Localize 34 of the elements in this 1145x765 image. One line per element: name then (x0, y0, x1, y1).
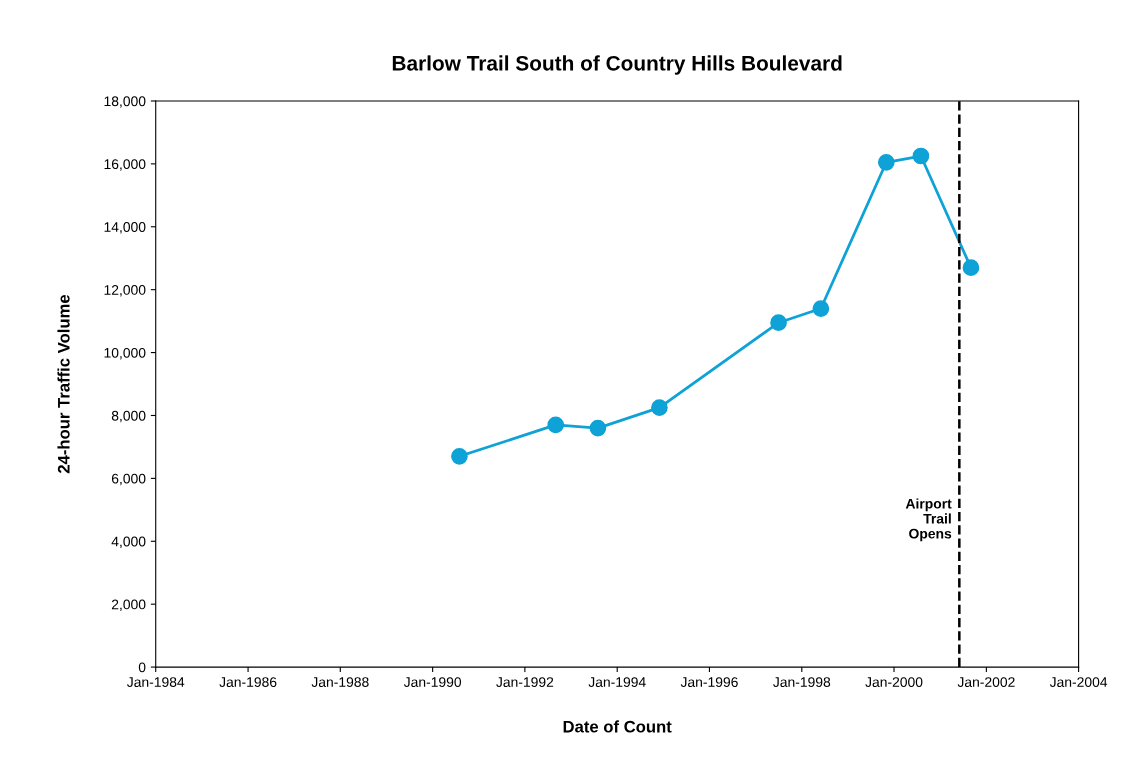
x-tick-label: Jan-1990 (403, 677, 462, 687)
x-tick-label: Jan-1992 (496, 677, 554, 687)
point (912, 147, 930, 165)
x-tick-label: Jan-1988 (311, 677, 369, 687)
x-tick-label: Jan-2004 (1049, 677, 1108, 687)
y-tick-label: 18,000 (104, 96, 146, 108)
x-tick-label: Jan-1986 (219, 677, 277, 687)
y-tick-label: 12,000 (104, 285, 146, 297)
point (812, 300, 830, 317)
x-tick-label: Jan-1996 (680, 677, 738, 687)
point (651, 399, 668, 416)
x-tick-label: Jan-1984 (126, 677, 185, 687)
y-tick-label: 6,000 (111, 473, 146, 486)
point (877, 153, 895, 171)
y-tick-label: 4,000 (111, 536, 146, 549)
y-tick-label: 16,000 (104, 159, 146, 171)
y-tick-label: 14,000 (104, 222, 146, 234)
y-axis-title: 24-hour Traffic Volume (57, 294, 70, 474)
y-tick-label: 0 (138, 662, 146, 673)
ref-line-label: Airport Trail Opens (905, 498, 952, 542)
chart-title: Barlow Trail South of Country Hills Boulevard (392, 55, 842, 75)
point (770, 314, 787, 332)
y-tick-label: 8,000 (111, 410, 146, 423)
x-axis-title: Date of Count (563, 720, 672, 733)
point (451, 448, 468, 465)
x-tick-label: Jan-1998 (773, 677, 831, 687)
x-tick-label: Jan-1994 (588, 677, 646, 687)
x-tick-label: Jan-2002 (957, 677, 1015, 687)
y-tick-label: 2,000 (111, 599, 146, 611)
x-tick-label: Jan-2000 (865, 677, 923, 687)
point (962, 259, 980, 276)
y-tick-label: 10,000 (104, 347, 146, 360)
point (589, 419, 607, 437)
point (547, 416, 565, 434)
